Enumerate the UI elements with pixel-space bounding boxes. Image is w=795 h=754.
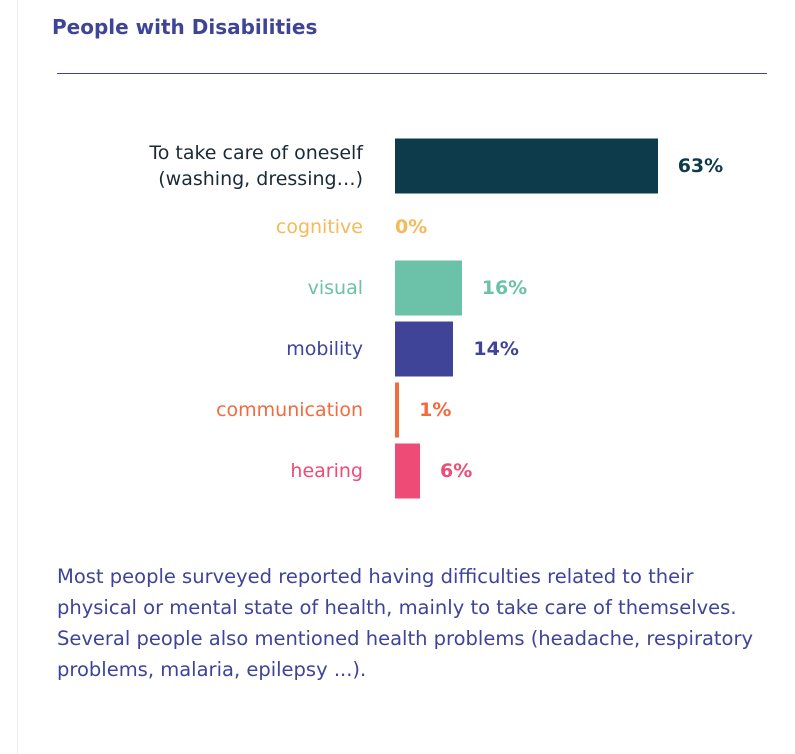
category-label: hearing — [290, 460, 363, 482]
edge-line — [17, 0, 18, 754]
value-label: 14% — [473, 338, 519, 360]
chart-title: People with Disabilities — [52, 15, 318, 39]
bar — [395, 443, 421, 499]
value-label: 6% — [440, 460, 473, 482]
category-label: cognitive — [275, 216, 363, 238]
value-label: 16% — [481, 277, 528, 299]
category-label: mobility — [286, 338, 363, 360]
value-label: 1% — [419, 399, 452, 421]
divider — [57, 73, 767, 74]
category-label: communication — [216, 399, 363, 421]
bar — [395, 260, 462, 316]
bar — [395, 138, 658, 194]
category-label: To take care of oneself (washing, dressi… — [149, 142, 363, 190]
value-label: 63% — [677, 155, 724, 177]
annotation: Most people surveyed reported having dif… — [57, 565, 754, 681]
bar — [395, 382, 400, 438]
value-label: 0% — [395, 216, 428, 238]
category-label: visual — [307, 277, 363, 299]
bar — [395, 321, 454, 377]
